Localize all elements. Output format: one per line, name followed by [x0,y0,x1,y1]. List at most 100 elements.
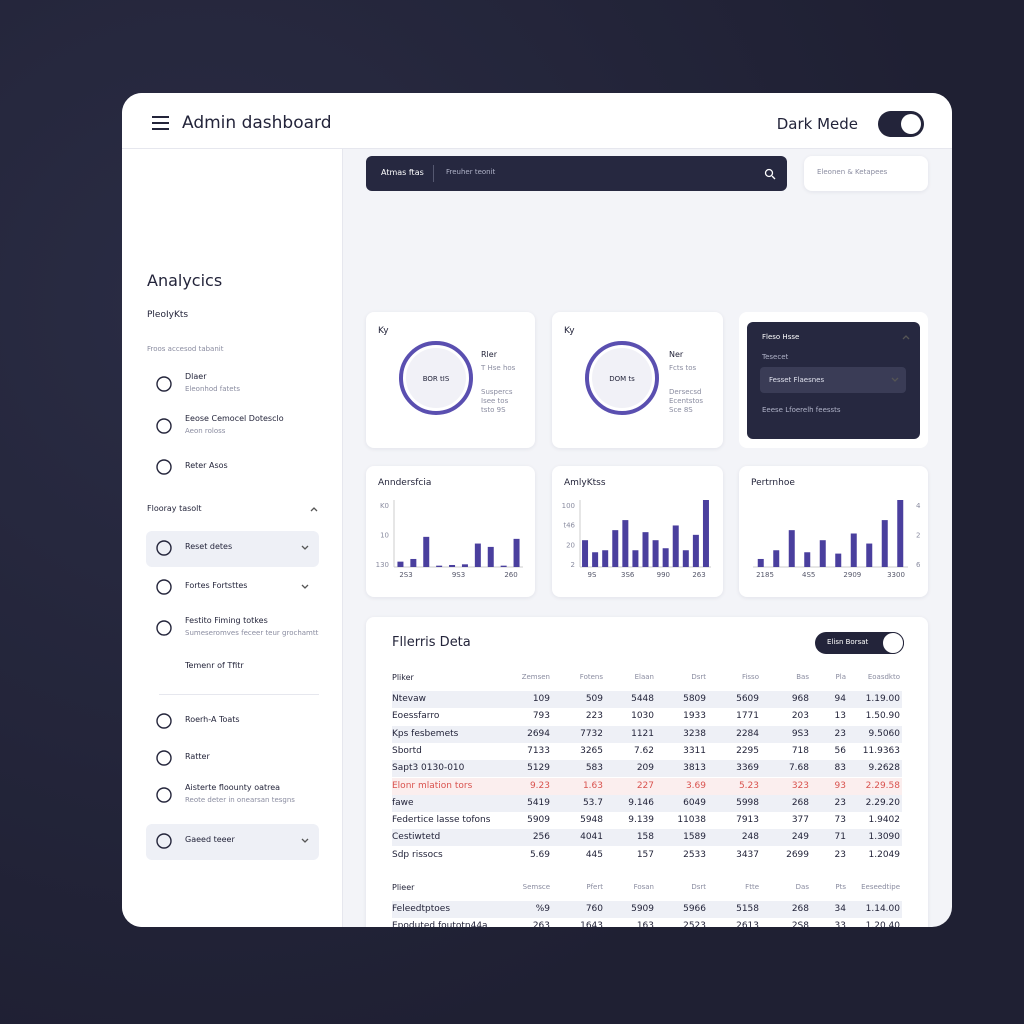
column-header: Ftte [745,883,759,891]
bar [612,530,619,567]
table-cell: 718 [791,745,809,756]
table-cell: 9.5060 [868,728,901,739]
icon-shape [156,750,172,766]
table-row: Kps fesbemets 2694 7732 1121 3238 2284 9S3 23 9.… [392,725,902,743]
item-label[interactable]: Roerh-A Toats [185,715,240,724]
item-label[interactable]: Reset detes [185,542,233,551]
chevron[interactable] [301,545,309,551]
menu-icon[interactable] [152,116,170,130]
table-cell: 158 [636,832,654,843]
table-cell: 33 [834,921,846,927]
table-cell: Sapt3 0130-010 [392,763,465,774]
table-cell: 223 [585,711,603,722]
item-label[interactable]: Reter Asos [185,461,228,470]
filter-label: Tesecet [762,353,789,361]
table-cell: Sdp rissocs [392,849,443,860]
table-row: Cestiwtetd 256 4041 158 1589 248 249 71 1.3090 [392,829,902,847]
search-icon-shape [764,168,774,178]
table-cell: 9.146 [628,797,654,808]
table-cell: 7732 [580,728,603,739]
icon [156,376,172,392]
column-header: Eeseedtipe [861,883,900,891]
table-cell: 53.7 [582,797,603,808]
table-cell: 9.23 [529,780,550,791]
bar [410,558,417,567]
table-cell: 5998 [736,797,759,808]
table-row: Ntevaw 109 509 5448 5809 5609 968 94 1.19.00 [392,691,902,708]
toolbar-button[interactable]: Eleonen & Ketapees [804,156,928,191]
x-tick-label: 2185 [756,571,774,579]
table-cell: 5809 [683,694,706,704]
table-cell: 7.68 [788,763,809,774]
column-header: Das [795,883,809,891]
item-highlight[interactable] [146,531,319,567]
chart-card: AmlyKtss 100 t46 20 2 9S 3S6 990 263 [552,466,723,597]
donut-inner [406,348,466,408]
table-cell: 56 [834,745,846,756]
item-label[interactable]: Fortes Fortsttes [185,581,248,590]
item-label[interactable]: Ratter [185,752,210,761]
table-cell: 2295 [736,745,759,756]
icon [156,459,172,475]
item-label[interactable]: Gaeed teeer [185,835,235,844]
bar [672,525,679,567]
section-title: Flooray tasolt [147,504,202,513]
x-tick-label: 2909 [843,571,861,579]
bar [866,543,873,567]
icon-shape [156,787,172,803]
column-header: Bas [796,673,809,681]
filter-select[interactable]: Fesset Flaesnes [760,367,906,393]
item-label[interactable]: Aisterte floounty oatrea [185,783,281,792]
item-sub: Sumeseromves feceer teur grochamtt [185,629,319,637]
item-label[interactable]: Dlaer [185,372,207,381]
table-cell: fawe [392,797,414,808]
icon-shape [156,620,172,636]
chevron[interactable] [301,584,309,590]
table-cell: 34 [834,904,846,914]
table-cell: Sbortd [392,745,422,756]
kpi-note: Ecentstos [669,397,704,405]
item-highlight[interactable] [146,824,319,860]
table-cell: 9S3 [791,728,809,739]
bar [487,546,494,567]
app-title: Admin dashboard [182,113,332,133]
chevron[interactable] [902,334,910,340]
icon-shape [156,459,172,475]
table-cell: 11.9363 [862,745,900,756]
item-label[interactable]: Festito Fiming totkes [185,616,268,625]
y-tick-label: 2 [916,532,920,540]
search-bar[interactable]: Atmas ftas Freuher teonit [366,156,787,191]
table-button[interactable]: Elisn Borsat [815,632,904,654]
item-sub: Reote deter in onearsan tesgns [185,796,295,804]
table-cell: 6049 [683,797,706,808]
chevron[interactable] [301,838,309,844]
chevron[interactable] [310,506,318,512]
bar [423,536,430,567]
item-sub: Aeon roloss [185,427,226,435]
filter-note: Eeese Lfoerelh feessts [762,406,841,414]
table-cell: 5909 [527,815,550,826]
table-cell: 1121 [631,728,654,739]
bar [850,533,857,567]
item-label[interactable]: Temenr of Tfitr [185,661,244,670]
y-tick-label: 20 [566,541,575,549]
search-icon[interactable] [764,168,776,180]
icon [156,787,172,803]
bar-chart: 4 2 6 2185 4S5 2909 3300 [753,500,921,579]
table-cell: 2S8 [791,921,809,927]
dark-mode-toggle[interactable] [878,111,924,137]
table-cell: Kps fesbemets [392,728,459,739]
icon-shape [156,833,172,849]
table-cell: 3813 [683,763,706,774]
chevron[interactable] [891,377,899,383]
table-cell: 323 [791,780,809,791]
table-cell: 263 [532,921,550,927]
chart-card: Anndersfcia K0 10 130 2S3 9S3 260 [366,466,535,597]
column-header: Semsce [522,883,550,891]
toggle-label: Dark Mede [776,115,858,133]
table-cell: 23 [834,849,846,860]
table-cell: 71 [834,832,846,843]
item-label[interactable]: Eeose Cemocel Dotesclo [185,414,284,423]
donut-center: BOR tIS [422,375,450,383]
